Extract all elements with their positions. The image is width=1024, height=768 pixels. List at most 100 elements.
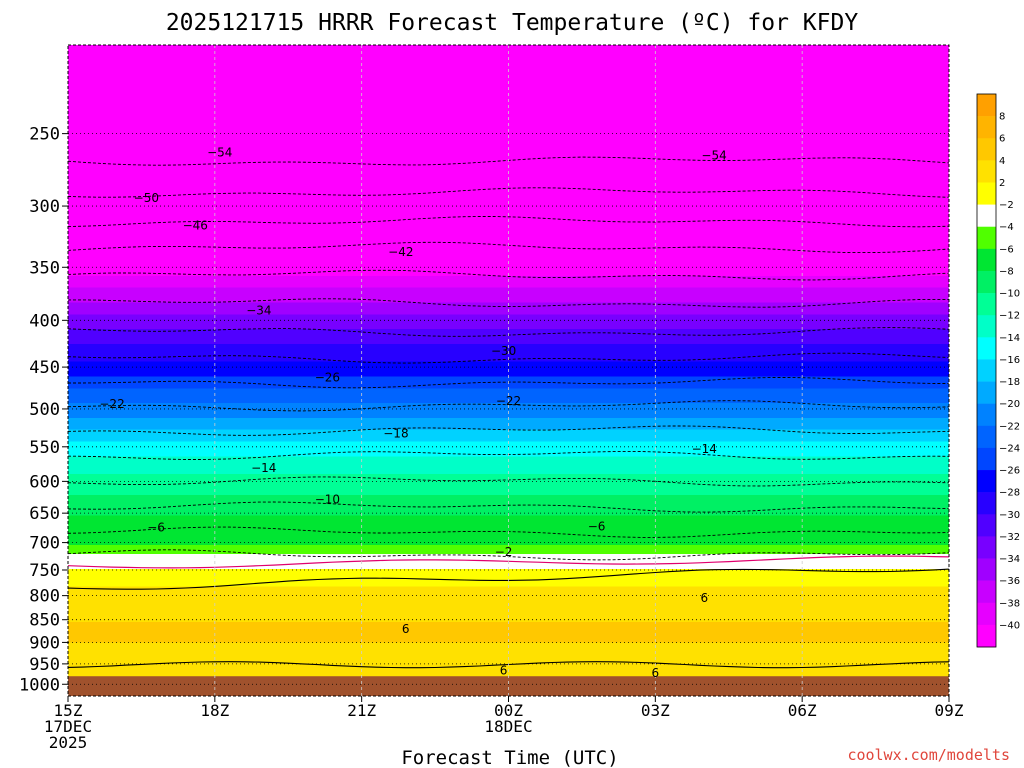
contour-label: −18 xyxy=(383,427,408,441)
contour-label: −2 xyxy=(495,545,513,559)
x-tick-label: 15Z xyxy=(54,701,83,720)
colorbar-swatch xyxy=(977,602,996,626)
contour-label: 6 xyxy=(652,666,660,680)
colorbar-label: 2 xyxy=(999,178,1005,189)
colorbar-swatch xyxy=(977,580,996,604)
ground-surface xyxy=(68,676,949,696)
x-tick-label: 00Z xyxy=(494,701,523,720)
isotherm-line xyxy=(68,187,949,198)
contour-label: −14 xyxy=(692,442,717,456)
contour-label: −54 xyxy=(207,145,232,159)
colorbar-label: −20 xyxy=(999,399,1020,410)
colorbar-label: −28 xyxy=(999,488,1020,499)
colorbar-label: −40 xyxy=(999,620,1020,631)
colorbar-swatch xyxy=(977,558,996,581)
contour-labels: −54 −54−50−46−42−34−30−26−22 −22−18−14−14−… xyxy=(99,145,726,680)
y-tick-label: 400 xyxy=(29,311,60,331)
contour-label: −14 xyxy=(251,461,276,475)
colorbar-label: 6 xyxy=(999,134,1005,145)
colorbar-label: −26 xyxy=(999,466,1020,477)
y-tick-label: 950 xyxy=(29,655,60,675)
colorbar-label: 8 xyxy=(999,112,1005,123)
x-tick-label: 09Z xyxy=(935,701,964,720)
y-tick-label: 850 xyxy=(29,611,60,631)
colorbar-swatch xyxy=(977,160,996,183)
colorbar-swatch xyxy=(977,116,996,139)
colorbar-label: −16 xyxy=(999,355,1020,366)
contour-label: −42 xyxy=(388,245,413,259)
x-tick-label: 18DEC xyxy=(484,717,532,736)
colorbar-label: −22 xyxy=(999,421,1020,432)
contour-label: −6 xyxy=(588,519,606,533)
y-tick-label: 350 xyxy=(29,258,60,278)
x-tick-label: 21Z xyxy=(347,701,376,720)
colorbar-swatch xyxy=(977,204,996,228)
y-tick-label: 550 xyxy=(29,438,60,458)
colorbar-swatch xyxy=(977,403,996,427)
contour-label: −30 xyxy=(491,344,516,358)
contour-label: −6 xyxy=(147,521,165,535)
x-tick-label: 03Z xyxy=(641,701,670,720)
colorbar-label: −10 xyxy=(999,289,1020,300)
colorbar-swatch xyxy=(977,381,996,404)
y-tick-label: 750 xyxy=(29,561,60,581)
y-tick-label: 600 xyxy=(29,472,60,492)
colorbar-swatch xyxy=(977,470,996,493)
colorbar-swatch xyxy=(977,514,996,537)
colorbar-label: −18 xyxy=(999,377,1020,388)
y-tick-label: 250 xyxy=(29,125,60,145)
y-tick-label: 800 xyxy=(29,587,60,607)
contour-label: 6 xyxy=(700,591,708,605)
colorbar-label: −34 xyxy=(999,554,1020,565)
colorbar-swatch xyxy=(977,248,996,272)
contour-label: −50 xyxy=(134,191,159,205)
colorbar-swatch xyxy=(977,182,996,205)
x-tick-label: 2025 xyxy=(49,733,88,752)
colorbar-label: −30 xyxy=(999,510,1020,521)
colorbar-label: −38 xyxy=(999,598,1020,609)
y-tick-label: 1000 xyxy=(19,675,60,695)
colorbar-swatch xyxy=(977,359,996,382)
colorbar-label: −12 xyxy=(999,311,1020,322)
x-tick-label: 06Z xyxy=(788,701,817,720)
contour-label: −34 xyxy=(246,303,271,317)
colorbar-label: 4 xyxy=(999,156,1005,167)
contour-label: −22 xyxy=(99,397,124,411)
colorbar-swatch xyxy=(977,492,996,515)
contour-label: −26 xyxy=(315,371,340,385)
x-tick-label: 18Z xyxy=(200,701,229,720)
y-tick-label: 900 xyxy=(29,633,60,653)
colorbar-label: −14 xyxy=(999,333,1020,344)
y-tick-label: 700 xyxy=(29,534,60,554)
y-tick-label: 500 xyxy=(29,400,60,420)
chart-title: 2025121715 HRRR Forecast Temperature (ºC… xyxy=(166,10,859,36)
contour-label: 6 xyxy=(500,664,508,678)
colorbar-swatch xyxy=(977,270,996,294)
colorbar-swatch xyxy=(977,624,996,648)
colorbar-label: −2 xyxy=(999,200,1014,211)
colorbar-swatch xyxy=(977,226,996,250)
y-axis-ticks: 2503003504004505005506006507007508008509… xyxy=(19,125,68,695)
x-tick-label: 17DEC xyxy=(44,717,92,736)
colorbar-swatch xyxy=(977,138,996,161)
contour-label: −46 xyxy=(183,218,208,232)
contour-label: −22 xyxy=(496,394,521,408)
colorbar-swatch xyxy=(977,94,996,117)
y-tick-label: 450 xyxy=(29,358,60,378)
colorbar-swatch xyxy=(977,536,996,559)
colorbar: 8 6 4 2 −2 −4 −6 −8 −10 −12 −14 −16 −18 −20 −22 −24 −26 −… xyxy=(976,93,1020,648)
plot-area xyxy=(68,45,949,696)
colorbar-label: −8 xyxy=(999,266,1014,277)
colorbar-swatch xyxy=(977,337,996,360)
colorbar-label: −32 xyxy=(999,532,1020,543)
contour-label: 6 xyxy=(402,622,410,636)
colorbar-frame xyxy=(976,93,997,648)
y-tick-label: 300 xyxy=(29,197,60,217)
credit-link[interactable]: coolwx.com/modelts xyxy=(847,746,1010,764)
colorbar-swatch xyxy=(977,315,996,338)
colorbar-label: −24 xyxy=(999,443,1020,454)
contour-label: −10 xyxy=(315,492,340,506)
colorbar-label: −36 xyxy=(999,576,1020,587)
